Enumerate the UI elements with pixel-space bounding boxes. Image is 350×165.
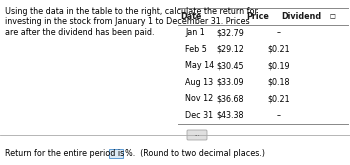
Text: Feb 5: Feb 5 (185, 45, 207, 54)
Text: Nov 12: Nov 12 (185, 94, 213, 103)
Text: Dec 31: Dec 31 (185, 111, 213, 120)
Text: Price: Price (246, 12, 270, 21)
Text: $0.21: $0.21 (268, 45, 290, 54)
FancyBboxPatch shape (109, 148, 123, 158)
Text: Dividend: Dividend (281, 12, 321, 21)
Text: $33.09: $33.09 (216, 78, 244, 87)
Text: $30.45: $30.45 (216, 61, 244, 70)
Text: –: – (277, 28, 281, 37)
Text: Using the data in the table to the right, calculate the return for: Using the data in the table to the right… (5, 7, 258, 16)
Text: $0.19: $0.19 (268, 61, 290, 70)
Text: $36.68: $36.68 (217, 94, 244, 103)
Text: Jan 1: Jan 1 (185, 28, 205, 37)
Text: $0.18: $0.18 (268, 78, 290, 87)
Text: $43.38: $43.38 (217, 111, 244, 120)
Text: $0.21: $0.21 (268, 94, 290, 103)
Text: %.  (Round to two decimal places.): %. (Round to two decimal places.) (125, 148, 265, 158)
Text: Aug 13: Aug 13 (185, 78, 213, 87)
Text: □: □ (329, 14, 335, 19)
Text: are after the dividend has been paid.: are after the dividend has been paid. (5, 28, 154, 37)
Text: investing in the stock from January 1 to December 31. Prices: investing in the stock from January 1 to… (5, 17, 250, 27)
Text: ...: ... (194, 132, 200, 137)
Text: Return for the entire period is: Return for the entire period is (5, 148, 127, 158)
Text: Date: Date (180, 12, 201, 21)
Text: May 14: May 14 (185, 61, 214, 70)
Text: $32.79: $32.79 (216, 28, 244, 37)
FancyBboxPatch shape (187, 130, 207, 140)
Text: –: – (277, 111, 281, 120)
Text: $29.12: $29.12 (216, 45, 244, 54)
